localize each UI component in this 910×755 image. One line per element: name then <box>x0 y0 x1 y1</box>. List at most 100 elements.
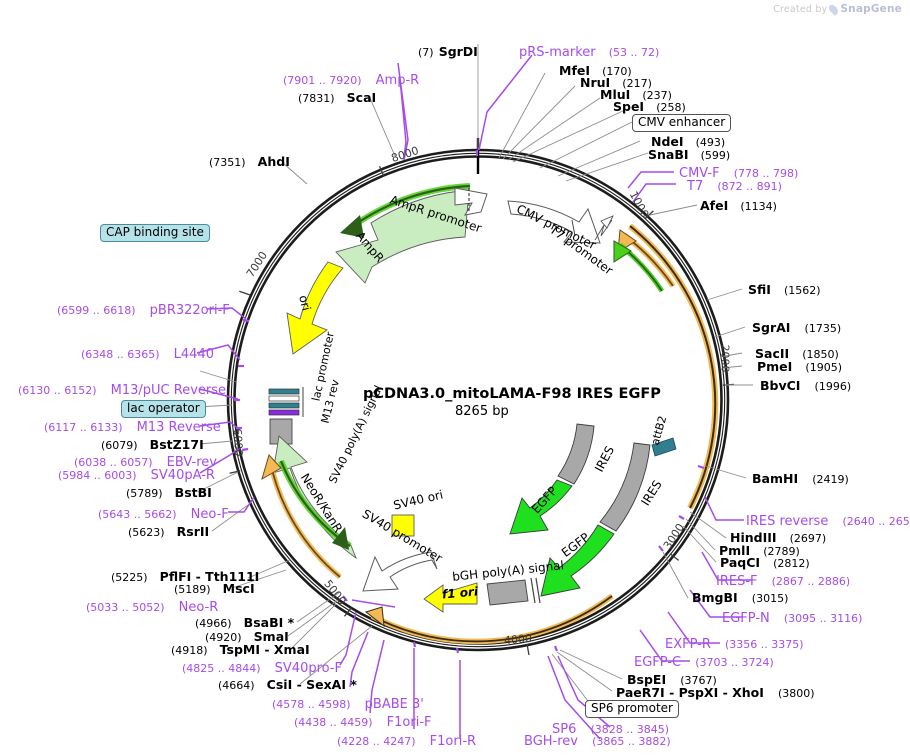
label-nrui: NruI (217) <box>580 74 652 90</box>
label-smai: (4920) SmaI <box>205 628 289 644</box>
label-spei-name: SpeI <box>613 99 645 114</box>
label-pbabe3-range: (4578 .. 4598) <box>272 698 351 711</box>
label-ahdi-position: (7351) <box>209 156 246 169</box>
label-snabi-position: (599) <box>700 149 731 162</box>
feature-sv40-ori <box>391 514 415 537</box>
label-ires-f-name: IRES-F <box>716 574 758 589</box>
label-mfei: MfeI (170) <box>559 62 632 78</box>
label-l4440: (6348 .. 6365) L4440 <box>81 345 214 361</box>
label-pmli-name: PmlI <box>719 543 751 558</box>
feature-cmv-arc <box>613 229 676 293</box>
label-sv40pa-r-name: SV40pA-R <box>150 468 215 483</box>
label-bstbi-position: (5789) <box>126 487 163 500</box>
label-csii-position: (4664) <box>218 679 255 692</box>
label-hindiii-name: HindIII <box>730 530 777 545</box>
label-snabi: SnaBI (599) <box>648 146 730 162</box>
feature-sv40-promoter <box>362 551 438 592</box>
feature-ampr <box>335 183 471 284</box>
label-l4440-range: (6348 .. 6365) <box>81 348 160 361</box>
label-spei: SpeI (258) <box>613 98 686 114</box>
label-bspei: BspEI (3767) <box>627 671 717 687</box>
label-ndei-position: (493) <box>695 136 726 149</box>
label-msci-position: (5189) <box>174 583 211 596</box>
label-bsabi: (4966) BsaBI * <box>195 614 294 630</box>
label-mlui-name: MluI <box>600 87 631 102</box>
label-paqci-name: PaqCI <box>720 555 761 570</box>
label-pbabe3-name: pBABE 3' <box>364 697 424 712</box>
label-tspmi: (4918) TspMI - XmaI <box>171 641 310 657</box>
watermark-prefix: Created by <box>773 3 828 15</box>
feature-egfp-1 <box>540 524 615 597</box>
label-bstbi-name: BstBI <box>174 485 212 500</box>
feature-ori <box>286 261 344 355</box>
label-afei-name: AfeI <box>700 198 729 213</box>
label-rsrii-position: (5623) <box>128 526 165 539</box>
label-bstz17i-position: (6079) <box>101 439 138 452</box>
label-cmv-f: CMV-F (778 .. 798) <box>679 164 798 180</box>
label-ebv-rev-range: (6038 .. 6057) <box>74 456 153 469</box>
label-ires-reverse-name: IRES reverse <box>746 514 829 529</box>
label-t7-name: T7 <box>687 179 704 194</box>
label-csii-name: CsiI - SexAI * <box>266 677 357 692</box>
snapgene-drop-icon <box>827 2 841 16</box>
snapgene-watermark: Created by SnapGene <box>773 2 902 16</box>
label-sgrai-position: (1735) <box>804 322 842 335</box>
label-ahdi: (7351) AhdI <box>209 153 290 169</box>
label-ebv-rev-name: EBV-rev <box>166 455 217 470</box>
label-bstz17i-name: BstZ17I <box>149 437 204 452</box>
label-pmli-position: (2789) <box>763 545 800 558</box>
feature-egfp-2 <box>509 479 573 535</box>
site-ticks <box>234 150 705 654</box>
label-mlui-position: (237) <box>642 89 672 102</box>
label-afei-position: (1134) <box>740 200 777 213</box>
ruler-tick-2000: 2000 <box>718 344 732 373</box>
label-paer7i-name: PaeR7I - PspXI - XhoI <box>616 685 764 700</box>
label-prs-marker-name: pRS-marker <box>519 45 596 60</box>
label-bmgbi-name: BmgBI <box>692 590 738 605</box>
feature-t7-promoter <box>594 215 614 241</box>
label-hindiii-position: (2697) <box>789 532 827 545</box>
label-egfp-n-range: (3095 .. 3116) <box>783 612 863 625</box>
ruler-tick-4000: 4000 <box>503 631 533 648</box>
label-bgh-rev-name: BGH-rev <box>524 734 578 749</box>
label-f1ori-f: (4438 .. 4459) F1ori-F <box>294 713 431 729</box>
label-sv40pa-r-range: (5984 .. 6003) <box>58 469 137 482</box>
label-sp6: SP6 (3828 .. 3845) <box>552 720 669 736</box>
label-amp-r-range: (7901 .. 7920) <box>283 74 362 87</box>
label-tspmi-name: TspMI - XmaI <box>219 642 310 657</box>
label-egfp-c-range: (3703 .. 3724) <box>695 656 774 669</box>
label-pbabe3: (4578 .. 4598) pBABE 3' <box>272 695 424 711</box>
label-msci: (5189) MscI <box>174 580 255 596</box>
label-csii: (4664) CsiI - SexAI * <box>218 676 357 692</box>
label-ahdi-name: AhdI <box>257 154 290 169</box>
label-pmei: PmeI (1905) <box>757 358 842 374</box>
label-mfei-name: MfeI <box>559 63 591 78</box>
label-egfp-n: EGFP-N (3095 .. 3116) <box>722 609 862 625</box>
label-sfii-name: SfiI <box>748 282 771 297</box>
label-m13-puc-reverse-range: (6130 .. 6152) <box>18 384 97 397</box>
label-bstbi: (5789) BstBI <box>126 484 212 500</box>
ruler-ticks <box>229 166 734 656</box>
label-exfp-r: EXFP-R (3356 .. 3375) <box>665 635 804 651</box>
label-neo-f-name: Neo-F <box>190 507 229 522</box>
label-pbr322ori-f: (6599 .. 6618) pBR322ori-F <box>57 301 230 317</box>
label-sacii-name: SacII <box>755 346 790 361</box>
ruler-tick-6000: 6000 <box>230 428 246 457</box>
label-bgh-rev-range: (3865 .. 3882) <box>592 735 671 748</box>
label-cmv-f-name: CMV-F <box>679 166 720 181</box>
label-sgrdi-name: SgrDI <box>438 44 478 59</box>
feature-cmv-promoter <box>507 200 601 244</box>
feature-box-sp6-promoter: SP6 promoter <box>585 700 679 718</box>
watermark-brand: SnapGene <box>840 3 902 15</box>
label-sp6-range: (3828 .. 3845) <box>590 723 670 736</box>
label-ndei: NdeI (493) <box>651 133 725 149</box>
label-paqci-position: (2812) <box>773 557 810 570</box>
label-bamhi: BamHI (2419) <box>752 470 849 486</box>
label-bbvci-name: BbvCI <box>760 378 801 393</box>
label-ires-f-range: (2867 .. 2886) <box>771 575 851 588</box>
label-nrui-name: NruI <box>580 75 611 90</box>
label-f1ori-r-name: F1ori-R <box>429 734 477 749</box>
label-bsabi-name: BsaBI * <box>243 615 295 630</box>
label-bstz17i: (6079) BstZ17I <box>101 436 204 452</box>
label-neo-r: (5033 .. 5052) Neo-R <box>86 598 218 614</box>
